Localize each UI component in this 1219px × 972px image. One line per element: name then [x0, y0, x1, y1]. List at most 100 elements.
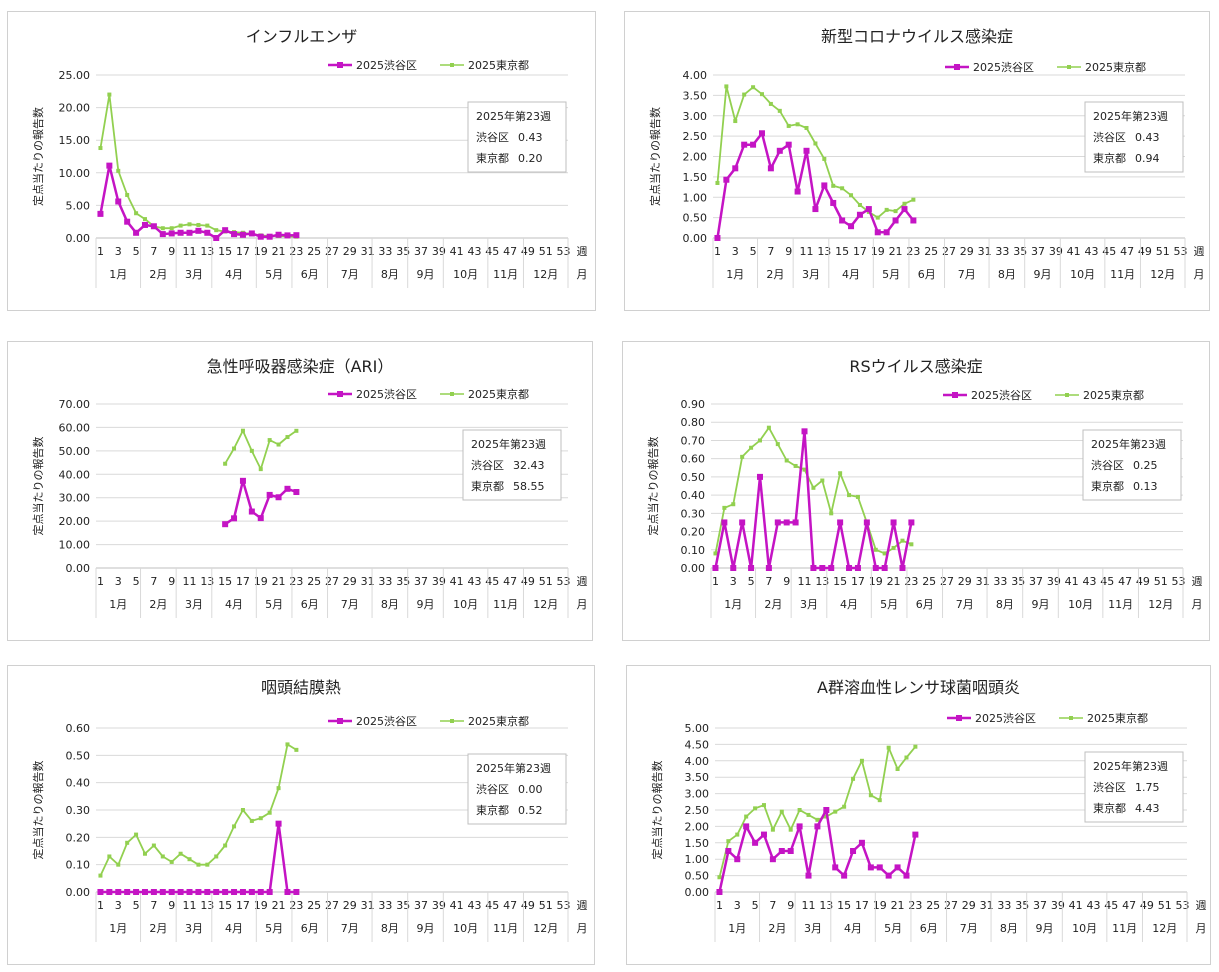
- data-point-shibuya: [115, 198, 122, 205]
- data-point-tokyo: [134, 832, 139, 837]
- data-point-tokyo: [857, 202, 862, 207]
- x-tick-label: 43: [1082, 575, 1096, 588]
- x-tick-label: 47: [503, 899, 517, 912]
- data-point-shibuya: [837, 519, 844, 526]
- x-tick-label: 47: [1120, 245, 1134, 258]
- x-tick-label: 11: [802, 899, 816, 912]
- month-label: 10月: [453, 598, 478, 611]
- data-point-shibuya: [293, 889, 300, 895]
- data-point-shibuya: [801, 428, 808, 435]
- legend-tokyo-label: 2025東京都: [1087, 711, 1148, 725]
- month-label: 3月: [800, 598, 818, 611]
- data-point-shibuya: [865, 206, 872, 213]
- month-label: 2月: [764, 598, 782, 611]
- month-label: 1月: [109, 598, 127, 611]
- data-point-shibuya: [124, 218, 131, 225]
- legend-shibuya-label: 2025渋谷区: [356, 388, 417, 401]
- data-point-tokyo: [223, 843, 228, 848]
- x-tick-label: 27: [325, 245, 339, 258]
- series-line-tokyo: [716, 85, 914, 219]
- data-point-shibuya: [195, 227, 202, 234]
- x-tick-label: 3: [730, 575, 737, 588]
- x-tick-label: 45: [485, 575, 499, 588]
- x-tick-label: 13: [200, 245, 214, 258]
- y-tick-label: 0.50: [66, 749, 91, 762]
- data-point-shibuya: [883, 229, 890, 236]
- month-label: 2月: [149, 598, 167, 611]
- info-shibuya-value: 0.25: [1133, 459, 1158, 472]
- y-tick-label: 0.20: [66, 831, 91, 844]
- data-point-shibuya: [721, 519, 728, 526]
- data-point-tokyo: [893, 209, 898, 214]
- info-shibuya-label: 渋谷区: [1091, 459, 1124, 472]
- data-point-tokyo: [761, 803, 766, 808]
- data-point-shibuya: [850, 848, 857, 854]
- x-tick-label: 23: [908, 899, 922, 912]
- data-point-shibuya: [874, 229, 881, 236]
- x-tick-label: 43: [1084, 245, 1098, 258]
- data-point-tokyo: [820, 478, 825, 483]
- data-point-tokyo: [205, 862, 210, 867]
- x-tick-label: 29: [960, 245, 974, 258]
- x-week-unit: 週: [577, 245, 588, 258]
- data-point-shibuya: [284, 485, 291, 492]
- x-tick-label: 33: [378, 245, 392, 258]
- chart-panel-pharyngoconjunctival: 咽頭結膜熱 2025渋谷区 2025東京都 0.00 0.10 0.20 0.30 0.40 0…: [7, 665, 595, 965]
- legend-shibuya-label: 2025渋谷区: [971, 389, 1032, 402]
- x-tick-label: 39: [432, 575, 446, 588]
- x-tick-label: 17: [853, 245, 867, 258]
- data-point-tokyo: [294, 428, 299, 433]
- month-label: 1月: [109, 922, 127, 935]
- data-point-shibuya: [885, 872, 892, 879]
- y-axis-label: 定点当たりの報告数: [648, 107, 662, 206]
- data-point-shibuya: [730, 565, 737, 571]
- month-label: 10月: [453, 268, 478, 281]
- data-point-shibuya: [785, 141, 792, 148]
- x-tick-label: 9: [783, 575, 790, 588]
- x-tick-label: 35: [1013, 245, 1027, 258]
- data-point-tokyo: [797, 808, 802, 812]
- data-point-tokyo: [859, 758, 864, 763]
- x-tick-label: 49: [1140, 899, 1154, 912]
- month-label: 1月: [726, 268, 744, 281]
- info-tokyo-value: 0.13: [1133, 480, 1158, 493]
- data-point-tokyo: [855, 494, 860, 499]
- y-tick-label: 0.30: [66, 804, 91, 817]
- info-shibuya-value: 1.75: [1135, 781, 1160, 794]
- month-label: 10月: [453, 922, 478, 935]
- data-point-tokyo: [276, 786, 281, 791]
- data-point-shibuya: [912, 831, 919, 838]
- data-point-shibuya: [213, 235, 220, 241]
- month-label: 12月: [533, 922, 558, 935]
- x-tick-label: 13: [815, 575, 829, 588]
- data-point-shibuya: [756, 473, 763, 480]
- data-point-shibuya: [858, 839, 865, 846]
- y-tick-label: 0.60: [681, 453, 706, 466]
- month-label: 9月: [1036, 922, 1054, 935]
- y-tick-label: 0.00: [683, 232, 708, 245]
- legend-shibuya-label: 2025渋谷区: [973, 61, 1034, 74]
- month-label: 12月: [533, 598, 558, 611]
- x-tick-label: 9: [785, 245, 792, 258]
- month-label: 6月: [918, 268, 936, 281]
- x-tick-label: 7: [150, 575, 157, 588]
- data-point-tokyo: [733, 119, 738, 124]
- x-tick-label: 37: [1033, 899, 1047, 912]
- data-point-shibuya: [856, 211, 863, 218]
- month-label: 12月: [1150, 268, 1175, 281]
- y-tick-label: 3.00: [685, 788, 710, 801]
- month-label: 3月: [185, 268, 203, 281]
- x-tick-label: 15: [218, 899, 232, 912]
- y-tick-label: 0.60: [66, 722, 91, 735]
- data-point-tokyo: [744, 814, 749, 819]
- data-point-tokyo: [868, 793, 873, 798]
- data-point-tokyo: [160, 226, 165, 231]
- data-point-shibuya: [293, 489, 300, 496]
- data-point-tokyo: [815, 817, 820, 822]
- x-tick-label: 13: [200, 575, 214, 588]
- data-point-tokyo: [240, 808, 245, 812]
- data-point-tokyo: [811, 485, 816, 490]
- chart-title: インフルエンザ: [246, 27, 358, 46]
- x-tick-label: 9: [168, 245, 175, 258]
- month-label: 8月: [1000, 922, 1018, 935]
